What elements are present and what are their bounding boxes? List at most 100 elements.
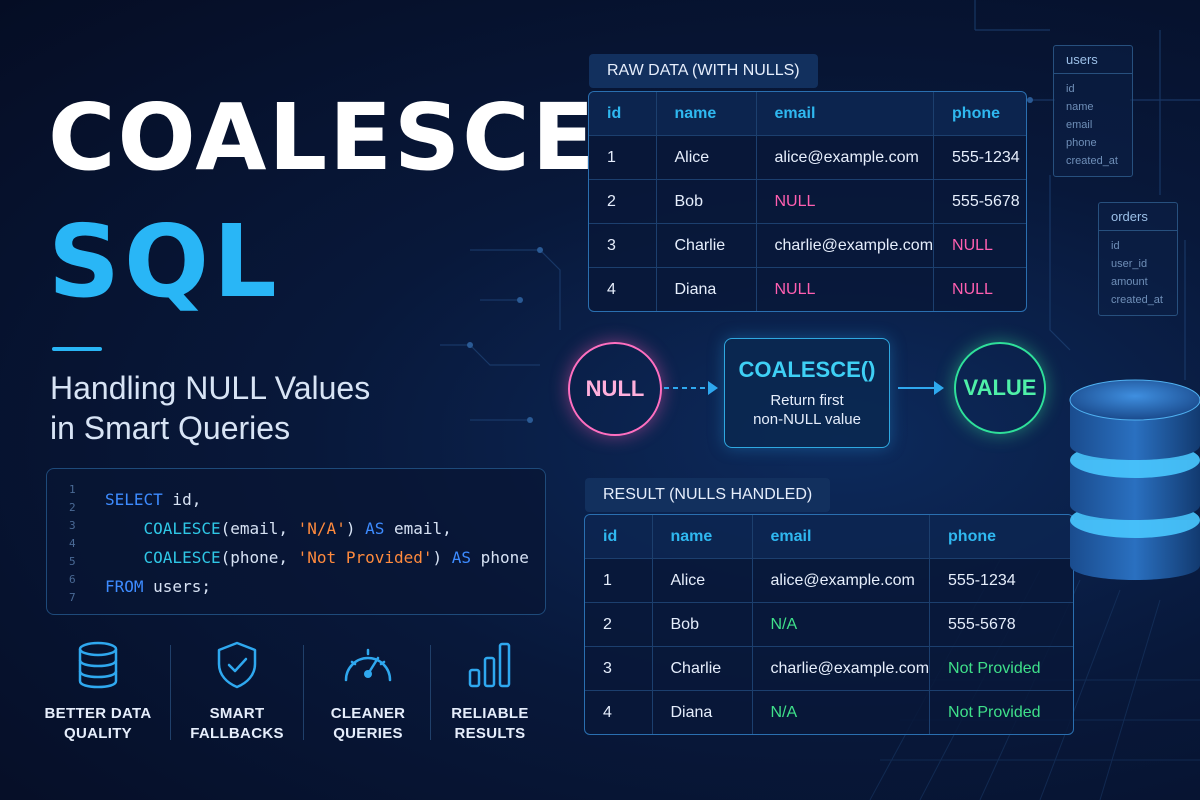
line-number: 4 <box>69 537 76 550</box>
title-line-1: COALESCE <box>48 84 597 191</box>
benefit-label-line-1: CLEANER <box>330 705 406 722</box>
code-token: SELECT <box>105 490 163 509</box>
table-cell: NULL <box>933 223 1026 268</box>
table-cell: 555-5678 <box>933 179 1026 224</box>
table-cell: Alice <box>656 135 757 180</box>
cell-value: NULL <box>952 281 993 298</box>
table-row: 1 Alice alice@example.com 555-1234 <box>585 558 1073 603</box>
table-cell: charlie@example.com <box>752 646 931 691</box>
schema-title: users <box>1054 46 1132 74</box>
cell-value: 2 <box>603 616 612 633</box>
code-token: (phone, <box>220 548 298 567</box>
table-cell: Charlie <box>652 646 753 691</box>
schema-field: phone <box>1066 137 1097 149</box>
arrow-right-icon <box>898 381 944 395</box>
cell-value: NULL <box>952 237 993 254</box>
code-line: FROM users; <box>105 572 529 601</box>
column-header: name <box>652 515 753 559</box>
cell-value: NULL <box>774 193 816 210</box>
table-cell: Bob <box>652 602 753 647</box>
table-cell: 3 <box>589 223 657 268</box>
cell-value: N/A <box>770 616 798 633</box>
schema-field: id <box>1066 83 1075 95</box>
benefit-label-line-1: BETTER DATA <box>44 705 152 722</box>
table-cell: N/A <box>752 602 931 647</box>
cell-value: Alice <box>670 572 706 589</box>
dashed-arrow-icon <box>664 381 718 395</box>
cell-value: NULL <box>774 281 816 298</box>
cell-value: 4 <box>603 704 612 721</box>
code-token: AS <box>451 548 472 567</box>
result-table: id name email phone 1 Alice alice@example.com… <box>584 514 1074 735</box>
cell-value: Not Provided <box>948 704 1041 721</box>
benefit-better-data-quality: BETTER DATA QUALITY <box>33 640 163 744</box>
table-cell: 4 <box>589 267 657 311</box>
table-cell: Diana <box>656 267 757 311</box>
cell-value: 1 <box>603 572 612 589</box>
cell-value: N/A <box>770 704 798 721</box>
cell-value: Bob <box>670 616 699 633</box>
line-number: 3 <box>69 519 76 532</box>
table-cell: 555-5678 <box>929 602 1073 647</box>
column-header-label: email <box>774 105 816 122</box>
benefit-label-line-1: RELIABLE <box>451 705 529 722</box>
line-number: 5 <box>69 555 76 568</box>
cell-value: Diana <box>670 704 713 721</box>
table-cell: 2 <box>589 179 657 224</box>
code-token: 'Not Provided' <box>297 548 433 567</box>
table-cell: 1 <box>585 558 653 603</box>
benefit-cleaner-queries: CLEANER QUERIES <box>303 640 433 744</box>
benefit-label-line-1: SMART <box>209 705 265 722</box>
table-cell: Not Provided <box>930 691 1073 735</box>
table-cell: NULL <box>756 267 935 311</box>
column-header-label: phone <box>952 105 1001 122</box>
table-cell: Alice <box>652 558 753 603</box>
cell-value: 555-5678 <box>948 616 1016 633</box>
column-header-label: phone <box>948 528 997 545</box>
line-number: 2 <box>69 501 76 514</box>
cell-value: Not Provided <box>948 660 1041 677</box>
schema-title: orders <box>1099 203 1177 231</box>
cell-value: 555-5678 <box>952 193 1020 210</box>
table-cell: 555-1234 <box>933 135 1026 180</box>
code-token: (email, <box>220 519 298 538</box>
schema-field: id <box>1111 240 1120 252</box>
code-token: ) <box>345 519 366 538</box>
cell-value: 4 <box>607 281 616 298</box>
table-cell: Diana <box>652 690 753 734</box>
function-desc-line-1: Return first <box>770 392 844 409</box>
benefit-reliable-results: RELIABLE RESULTS <box>425 640 555 744</box>
cell-value: Charlie <box>670 660 722 677</box>
benefit-label-line-2: QUERIES <box>333 725 403 742</box>
cell-value: 3 <box>607 237 616 254</box>
table-row: 2 Bob N/A 555-5678 <box>585 602 1073 647</box>
table-cell: NULL <box>934 268 1026 312</box>
code-token: FROM <box>105 577 144 596</box>
table-cell: alice@example.com <box>756 135 935 180</box>
divider <box>170 645 171 740</box>
table-cell: charlie@example.com <box>756 223 935 268</box>
title-accent-bar <box>52 347 102 351</box>
column-header-label: email <box>770 528 812 545</box>
users-schema-card: users id name email phone created_at <box>1053 45 1133 177</box>
benefit-label-line-2: RESULTS <box>454 725 526 742</box>
code-token: COALESCE <box>105 519 221 538</box>
table-cell: Bob <box>656 179 757 224</box>
cell-value: Alice <box>674 149 710 166</box>
schema-field: amount <box>1111 276 1148 288</box>
raw-data-table: id name email phone 1 Alice alice@example.com… <box>588 91 1027 312</box>
database-cylinder-illustration <box>1069 379 1200 580</box>
table-cell: 2 <box>585 602 653 647</box>
cell-value: 2 <box>607 193 616 210</box>
table-row: 3 Charlie charlie@example.com NULL <box>589 223 1026 268</box>
table-cell: NULL <box>756 179 935 224</box>
table-cell: Charlie <box>656 223 757 268</box>
sql-code: SELECT id, COALESCE(email, 'N/A') AS ema… <box>105 485 529 601</box>
shield-check-icon <box>217 641 257 689</box>
code-line: COALESCE(phone, 'Not Provided') AS phone <box>105 543 529 572</box>
column-header: email <box>752 515 931 559</box>
cell-value: charlie@example.com <box>774 237 934 254</box>
code-token: id, <box>162 490 202 509</box>
benefit-label-line-2: FALLBACKS <box>190 725 284 742</box>
